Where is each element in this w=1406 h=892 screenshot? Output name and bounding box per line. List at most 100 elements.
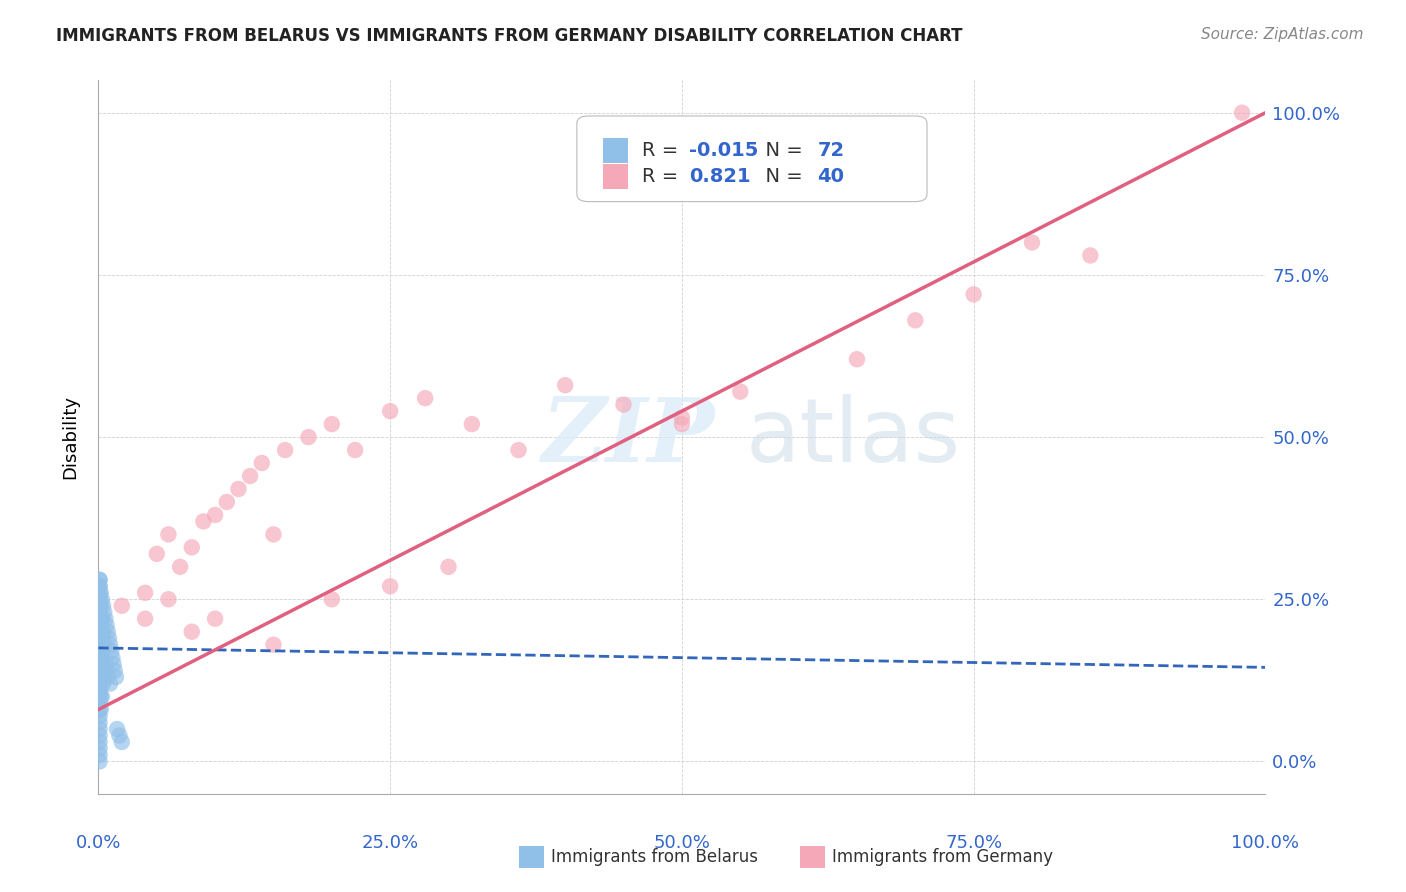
- Point: [321, 417, 343, 431]
- Point: [89, 579, 111, 593]
- Point: [89, 618, 111, 632]
- Point: [228, 482, 250, 496]
- Point: [215, 495, 238, 509]
- Point: [103, 657, 125, 672]
- Point: [93, 670, 115, 684]
- Text: 0.821: 0.821: [689, 167, 751, 186]
- Text: Source: ZipAtlas.com: Source: ZipAtlas.com: [1201, 27, 1364, 42]
- Point: [90, 612, 112, 626]
- Point: [321, 592, 343, 607]
- Point: [90, 612, 112, 626]
- Point: [90, 676, 112, 690]
- Point: [134, 586, 156, 600]
- Point: [111, 599, 134, 613]
- Point: [344, 443, 367, 458]
- Point: [90, 690, 112, 704]
- Point: [613, 398, 636, 412]
- Point: [89, 715, 111, 730]
- Point: [89, 676, 111, 690]
- Point: [90, 702, 112, 716]
- Point: [380, 579, 402, 593]
- Point: [111, 735, 134, 749]
- Point: [180, 541, 202, 555]
- Bar: [603, 137, 628, 162]
- Text: R =: R =: [643, 167, 690, 186]
- Point: [94, 657, 117, 672]
- Point: [97, 624, 120, 639]
- Text: N =: N =: [754, 141, 808, 160]
- Point: [98, 676, 121, 690]
- Text: 40: 40: [817, 167, 844, 186]
- Point: [90, 599, 112, 613]
- Point: [108, 729, 131, 743]
- Point: [846, 352, 869, 367]
- Point: [169, 559, 191, 574]
- Point: [89, 573, 111, 587]
- Text: 50.0%: 50.0%: [654, 834, 710, 852]
- Point: [91, 599, 114, 613]
- Point: [91, 624, 114, 639]
- Point: [104, 670, 127, 684]
- Text: 25.0%: 25.0%: [361, 834, 419, 852]
- Text: -0.015: -0.015: [689, 141, 758, 160]
- Text: IMMIGRANTS FROM BELARUS VS IMMIGRANTS FROM GERMANY DISABILITY CORRELATION CHART: IMMIGRANTS FROM BELARUS VS IMMIGRANTS FR…: [56, 27, 963, 45]
- Point: [461, 417, 484, 431]
- Point: [157, 592, 180, 607]
- Point: [262, 527, 284, 541]
- Point: [89, 599, 111, 613]
- Point: [89, 729, 111, 743]
- Y-axis label: Disability: Disability: [62, 395, 80, 479]
- Text: N =: N =: [754, 167, 808, 186]
- Point: [91, 676, 114, 690]
- Point: [671, 410, 693, 425]
- Point: [250, 456, 273, 470]
- Text: Immigrants from Germany: Immigrants from Germany: [832, 848, 1053, 866]
- Point: [96, 618, 118, 632]
- Point: [437, 559, 460, 574]
- Point: [413, 391, 436, 405]
- Point: [89, 612, 111, 626]
- Point: [671, 417, 693, 431]
- Point: [89, 592, 111, 607]
- Point: [204, 508, 226, 522]
- Text: 75.0%: 75.0%: [945, 834, 1002, 852]
- Point: [90, 664, 112, 678]
- Point: [89, 755, 111, 769]
- Point: [89, 664, 111, 678]
- Point: [90, 638, 112, 652]
- Point: [90, 586, 112, 600]
- Point: [134, 612, 156, 626]
- Point: [89, 747, 111, 762]
- Point: [239, 469, 262, 483]
- Point: [91, 650, 114, 665]
- Point: [89, 722, 111, 736]
- Point: [89, 631, 111, 645]
- Point: [90, 650, 112, 665]
- Point: [89, 702, 111, 716]
- Point: [89, 741, 111, 756]
- Text: ZIP: ZIP: [541, 394, 716, 480]
- Point: [89, 696, 111, 710]
- Point: [904, 313, 927, 327]
- Point: [508, 443, 530, 458]
- Point: [157, 527, 180, 541]
- Point: [89, 592, 111, 607]
- Point: [90, 670, 112, 684]
- Text: R =: R =: [643, 141, 685, 160]
- Point: [89, 599, 111, 613]
- Point: [89, 709, 111, 723]
- Point: [204, 612, 226, 626]
- Point: [89, 670, 111, 684]
- Point: [97, 670, 120, 684]
- Point: [89, 586, 111, 600]
- Point: [554, 378, 576, 392]
- Point: [100, 644, 122, 658]
- Point: [105, 722, 128, 736]
- Point: [193, 515, 215, 529]
- Point: [89, 735, 111, 749]
- Point: [380, 404, 402, 418]
- Text: atlas: atlas: [747, 393, 962, 481]
- Point: [90, 592, 112, 607]
- Point: [96, 664, 118, 678]
- FancyBboxPatch shape: [576, 116, 927, 202]
